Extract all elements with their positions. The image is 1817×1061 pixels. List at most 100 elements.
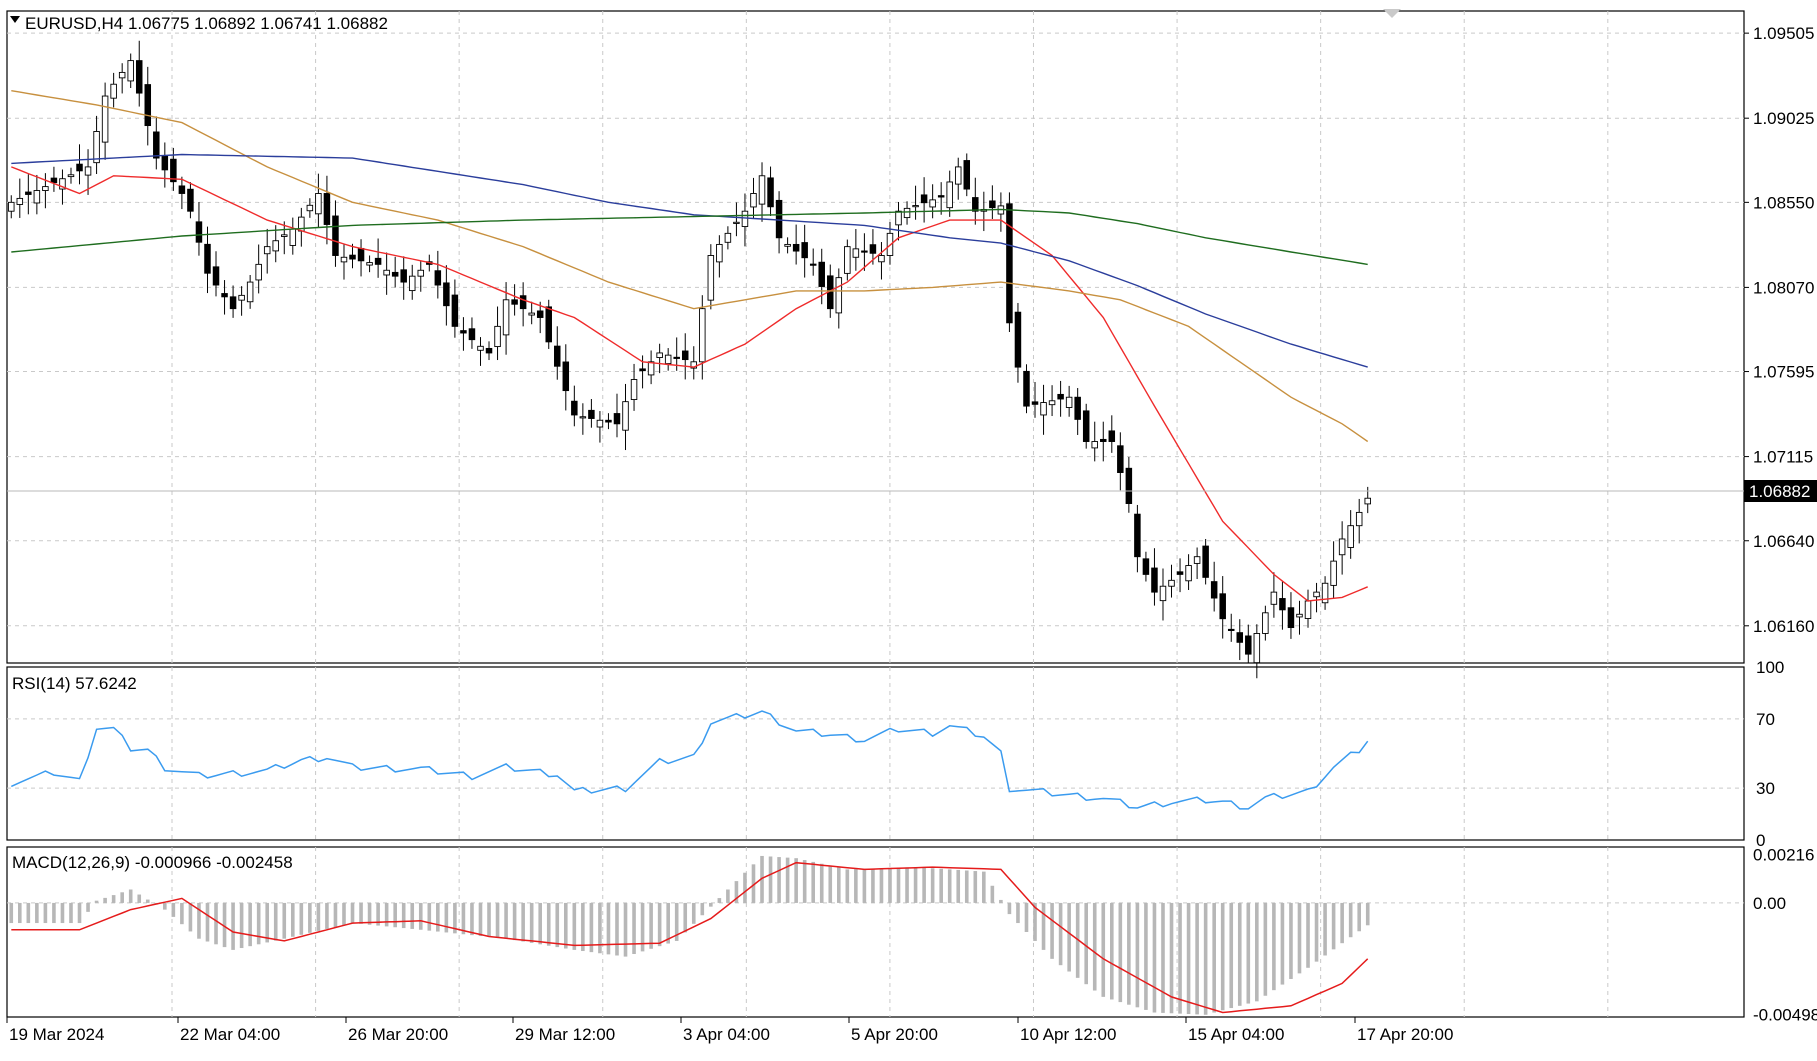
current-price-tag [1744, 480, 1817, 502]
candle-body [639, 368, 646, 372]
macd-histogram-bar [589, 902, 594, 953]
candle-body [809, 263, 817, 266]
macd-histogram-bar [1255, 902, 1259, 1002]
macd-histogram-bar [1203, 902, 1208, 1015]
candle-body [187, 188, 194, 212]
moving-average-line [11, 153, 1368, 368]
macd-histogram-bar [1297, 902, 1302, 974]
candle-body [93, 131, 100, 164]
macd-histogram-bar [111, 895, 116, 903]
rsi-axis-label: 100 [1756, 658, 1784, 677]
shift-marker-icon[interactable] [1383, 9, 1401, 18]
macd-histogram-bar [427, 902, 432, 931]
macd-histogram-bar [1178, 902, 1182, 1014]
candle-body [767, 177, 774, 208]
macd-histogram-bar [470, 902, 474, 936]
candle-body [170, 158, 177, 183]
macd-histogram-bar [359, 902, 363, 924]
macd-histogram-bar [683, 902, 688, 933]
macd-histogram-bar [1212, 902, 1216, 1013]
candle-body [204, 243, 211, 274]
macd-histogram-bar [316, 902, 321, 931]
candle-body [1176, 571, 1184, 575]
candle-body [724, 232, 732, 243]
macd-histogram-bar [1041, 902, 1046, 950]
macd-histogram-bar [1024, 902, 1029, 932]
candle-body [434, 270, 442, 286]
macd-histogram-bar [43, 902, 48, 924]
candle-body [1065, 396, 1073, 408]
macd-histogram-bar [26, 902, 31, 924]
macd-histogram-bar [828, 865, 833, 903]
candle-body [1142, 558, 1150, 575]
candle-body [972, 197, 979, 212]
macd-histogram-bar [350, 902, 355, 924]
candle-body [1031, 401, 1039, 405]
macd-histogram-bar [290, 902, 295, 937]
candle-body [835, 277, 843, 314]
macd-histogram-bar [1016, 902, 1020, 924]
macd-histogram-bar [248, 902, 252, 947]
candle-body [494, 325, 501, 348]
macd-histogram-bar [1246, 902, 1251, 1004]
macd-histogram-bar [802, 860, 807, 903]
macd-histogram-bar [376, 902, 380, 926]
candle-body [101, 95, 109, 143]
candle-body [1304, 600, 1312, 619]
candle-body [920, 194, 928, 204]
candle-body [306, 204, 314, 212]
macd-histogram-bar [1161, 902, 1165, 1013]
candle-body [1100, 438, 1107, 442]
macd-histogram-bar [1144, 902, 1148, 1010]
macd-histogram-bar [188, 902, 193, 932]
macd-histogram-bar [888, 867, 892, 903]
price-axis-label: 1.07595 [1753, 363, 1814, 382]
candle-body [690, 361, 698, 369]
candle-body [1202, 545, 1209, 578]
triangle-down-icon[interactable] [10, 16, 20, 23]
candle-body [195, 221, 203, 243]
macd-histogram-bar [819, 863, 824, 903]
macd-histogram-bar [171, 902, 176, 917]
macd-histogram-bar [1314, 902, 1319, 962]
candle-body [733, 221, 740, 224]
macd-histogram-bar [265, 902, 270, 943]
macd-histogram-bar [964, 870, 969, 903]
macd-histogram-bar [572, 902, 577, 950]
macd-histogram-bar [905, 867, 909, 903]
macd-histogram-bar [845, 869, 850, 903]
macd-histogram-bar [657, 902, 662, 947]
macd-axis-label: 0.00 [1753, 894, 1786, 913]
macd-histogram-bar [17, 902, 22, 924]
rsi-axis-label: 30 [1756, 779, 1775, 798]
macd-histogram-bar [1067, 902, 1071, 972]
candle-body [332, 215, 339, 256]
macd-histogram-bar [367, 902, 372, 925]
time-axis-label: 5 Apr 20:00 [851, 1025, 938, 1044]
macd-histogram-bar [982, 871, 986, 903]
rsi-line [10, 710, 1369, 810]
candle-body [784, 243, 791, 247]
macd-histogram-bar [666, 902, 670, 944]
macd-histogram-bar [1084, 902, 1089, 985]
candle-body [255, 263, 262, 281]
macd-histogram-bar [794, 858, 798, 903]
macd-histogram-bar [717, 898, 722, 903]
macd-histogram-bar [1152, 902, 1157, 1013]
candle-body [1227, 628, 1235, 631]
candle-body [127, 60, 134, 82]
candle-body [1364, 497, 1371, 505]
macd-histogram-bar [418, 902, 423, 930]
moving-average-lines [11, 90, 1369, 602]
macd-histogram-bar [1169, 902, 1174, 1014]
candle-body [212, 266, 220, 286]
macd-histogram-bar [939, 868, 943, 903]
macd-histogram-bar [751, 864, 756, 903]
macd-histogram-bar [461, 902, 466, 935]
macd-histogram-bar [180, 902, 184, 925]
candle-body [1296, 613, 1303, 618]
candle-body [1347, 525, 1354, 548]
macd-histogram-bar [1220, 902, 1225, 1011]
candle-body [1057, 393, 1064, 400]
candle-body [153, 131, 160, 159]
